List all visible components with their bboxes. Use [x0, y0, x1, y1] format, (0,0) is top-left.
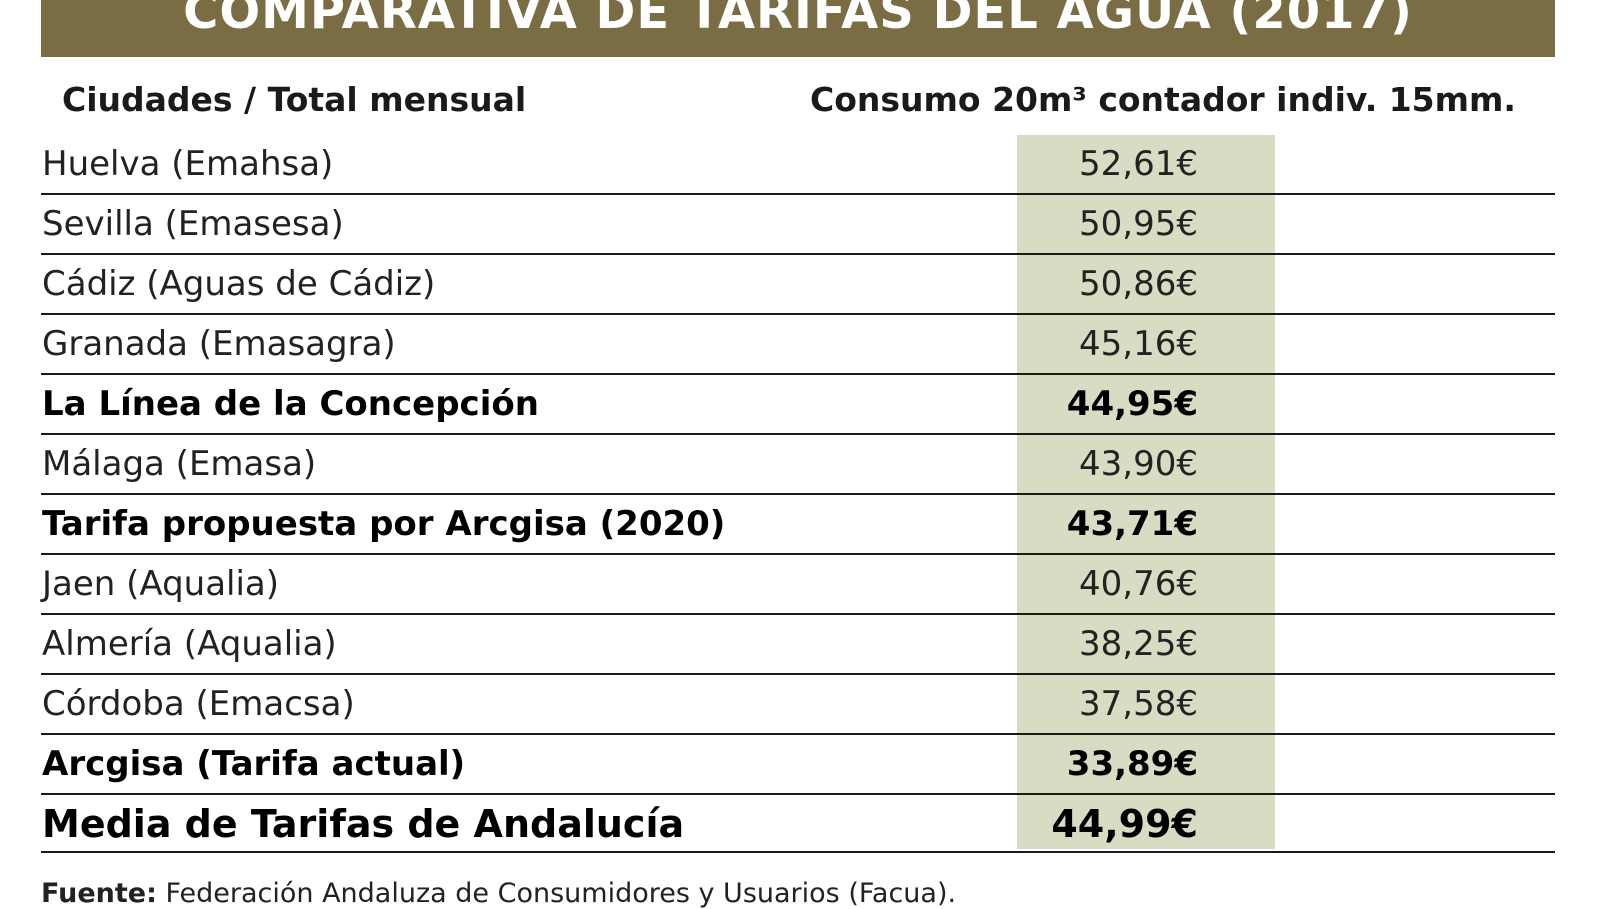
table-row: Huelva (Emahsa) 52,61€ — [41, 135, 1555, 195]
table-row: Cádiz (Aguas de Cádiz) 50,86€ — [41, 255, 1555, 315]
tariff-value: 44,99€ — [1051, 802, 1198, 846]
city-name: Sevilla (Emasesa) — [42, 204, 344, 244]
tariff-value: 45,16€ — [1079, 324, 1198, 364]
table-row: Sevilla (Emasesa) 50,95€ — [41, 195, 1555, 255]
table-body: Huelva (Emahsa) 52,61€ Sevilla (Emasesa) 50… — [41, 135, 1555, 853]
city-name: Málaga (Emasa) — [42, 444, 317, 484]
table-row: Granada (Emasagra) 45,16€ — [41, 315, 1555, 375]
city-name: Córdoba (Emacsa) — [42, 684, 355, 724]
tariff-value: 52,61€ — [1079, 144, 1198, 184]
title-bar: COMPARATIVA DE TARIFAS DEL AGUA (2017) — [41, 0, 1555, 57]
column-header: Consumo 20m³ contador indiv. 15mm. — [810, 80, 1516, 119]
tariff-value: 40,76€ — [1079, 564, 1198, 604]
table-row: Tarifa propuesta por Arcgisa (2020) 43,71… — [41, 495, 1555, 555]
table-row: Media de Tarifas de Andalucía 44,99€ — [41, 795, 1555, 853]
tariff-value: 37,58€ — [1079, 684, 1198, 724]
city-name: Arcgisa (Tarifa actual) — [42, 744, 466, 784]
tariff-value: 43,71€ — [1066, 504, 1198, 544]
title: COMPARATIVA DE TARIFAS DEL AGUA (2017) — [183, 0, 1413, 40]
city-name: Cádiz (Aguas de Cádiz) — [42, 264, 436, 304]
tariff-value: 43,90€ — [1079, 444, 1198, 484]
tariff-value: 38,25€ — [1079, 624, 1198, 664]
column-header: Ciudades / Total mensual — [62, 80, 527, 119]
tariff-value: 33,89€ — [1066, 744, 1198, 784]
table-row: Málaga (Emasa) 43,90€ — [41, 435, 1555, 495]
tariff-value: 44,95€ — [1066, 384, 1198, 424]
table-row: Córdoba (Emacsa) 37,58€ — [41, 675, 1555, 735]
tariff-value: 50,95€ — [1079, 204, 1198, 244]
city-name: Huelva (Emahsa) — [42, 144, 334, 184]
city-name: La Línea de la Concepción — [42, 384, 539, 424]
footer-text: Federación Andaluza de Consumidores y Us… — [165, 878, 957, 909]
table-row: Arcgisa (Tarifa actual) 33,89€ — [41, 735, 1555, 795]
table-row: La Línea de la Concepción 44,95€ — [41, 375, 1555, 435]
table-row: Almería (Aqualia) 38,25€ — [41, 615, 1555, 675]
city-name: Media de Tarifas de Andalucía — [42, 802, 685, 846]
footer: Fuente: Federación Andaluza de Consumido… — [41, 878, 956, 909]
city-name: Granada (Emasagra) — [42, 324, 396, 364]
footer-label: Fuente: — [41, 878, 157, 909]
city-name: Tarifa propuesta por Arcgisa (2020) — [42, 504, 726, 544]
tariff-value: 50,86€ — [1079, 264, 1198, 304]
city-name: Almería (Aqualia) — [42, 624, 337, 664]
table-row: Jaen (Aqualia) 40,76€ — [41, 555, 1555, 615]
city-name: Jaen (Aqualia) — [42, 564, 280, 604]
